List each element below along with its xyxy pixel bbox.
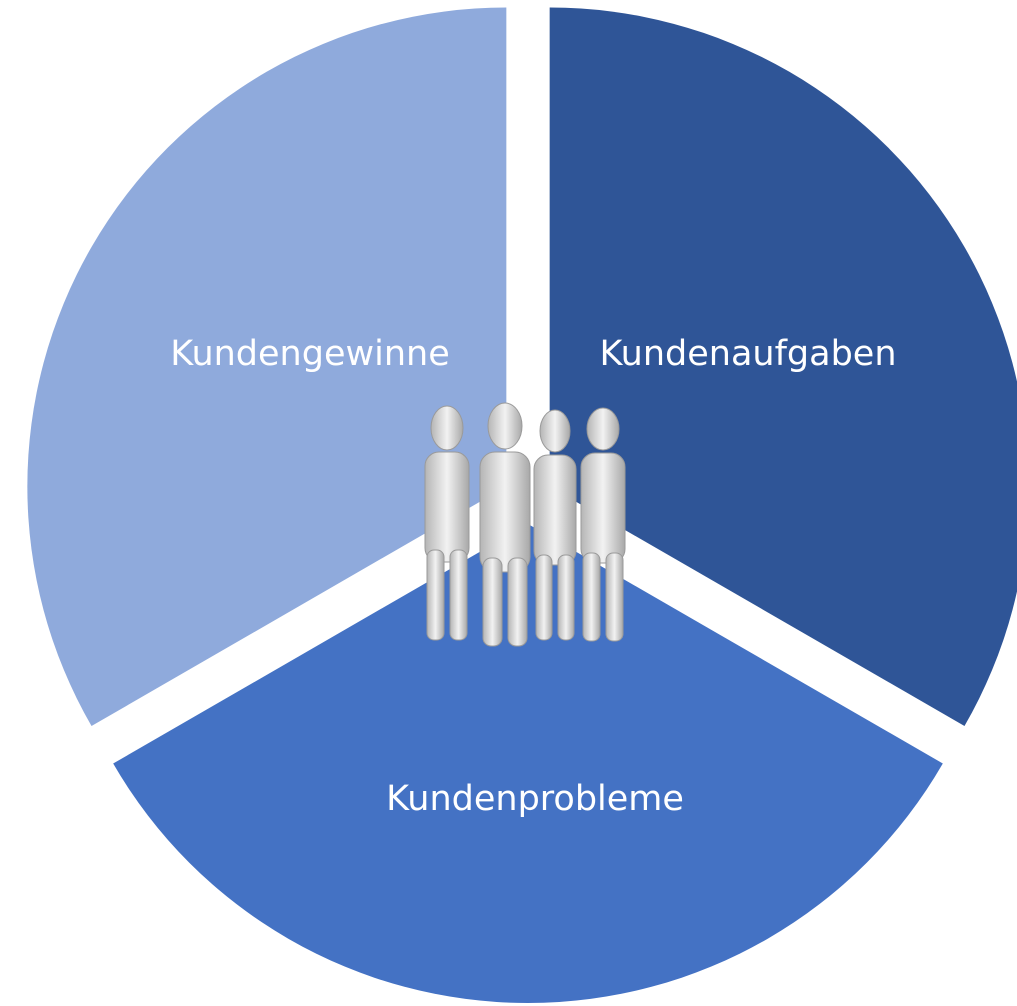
page: Kundenaufgaben Kundenprobleme Kundengewinn… — [0, 0, 1017, 1006]
diagram: Kundenaufgaben Kundenprobleme Kundengewinn… — [0, 0, 1017, 1006]
people-figure — [425, 403, 625, 646]
segment-label: Kundenprobleme — [386, 779, 684, 819]
segment-label: Kundengewinne — [170, 334, 450, 374]
segment-label: Kundenaufgaben — [599, 334, 896, 374]
